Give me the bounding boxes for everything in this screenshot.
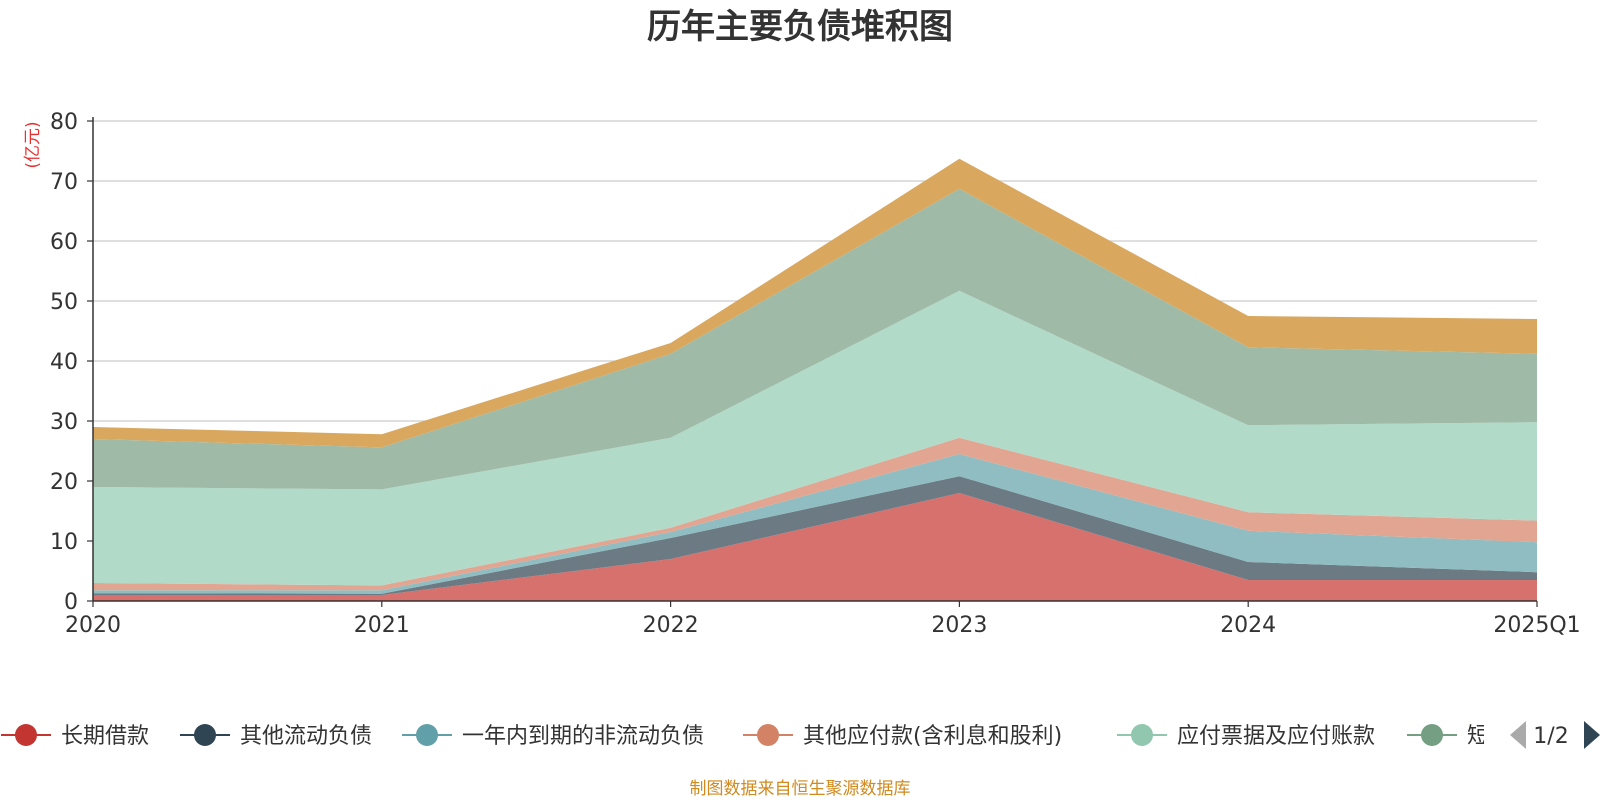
x-tick-label: 2021 [354, 613, 410, 638]
chart-title: 历年主要负债堆积图 [647, 7, 953, 47]
legend-item[interactable]: 短 [1407, 724, 1489, 749]
y-tick-label: 40 [50, 350, 78, 375]
y-tick-label: 10 [50, 530, 78, 555]
y-tick-label: 80 [50, 110, 78, 135]
y-tick-label: 70 [50, 170, 78, 195]
area-series-5 [93, 188, 1537, 490]
x-tick-label: 2022 [643, 613, 699, 638]
y-tick-label: 60 [50, 230, 78, 255]
y-axis-unit: (亿元) [23, 121, 43, 168]
legend-prev-icon[interactable] [1510, 721, 1526, 749]
legend-label: 应付票据及应付账款 [1177, 724, 1375, 749]
x-tick-label: 2025Q1 [1493, 613, 1580, 638]
legend-marker-icon [1131, 724, 1153, 746]
legend-marker-icon [15, 724, 37, 746]
legend-label: 其他应付款(含利息和股利) [803, 724, 1062, 749]
legend-item[interactable]: 应付票据及应付账款 [1117, 724, 1375, 749]
x-tick-label: 2023 [931, 613, 987, 638]
area-series-3 [93, 437, 1537, 591]
legend-label: 其他流动负债 [240, 724, 372, 749]
legend-next-icon[interactable] [1584, 721, 1600, 749]
legend-item[interactable]: 一年内到期的非流动负债 [402, 724, 704, 749]
legend-marker-icon [757, 724, 779, 746]
legend-label: 一年内到期的非流动负债 [462, 724, 704, 749]
legend-pager[interactable]: 1/2 [1510, 721, 1600, 749]
legend-items: 长期借款 其他流动负债 一年内到期的非流动负债 其他应付款(含利息和股利) 应付票据及应… [1, 724, 1489, 749]
legend-item[interactable]: 其他流动负债 [180, 724, 372, 749]
legend-marker-icon [416, 724, 438, 746]
y-tick-label: 0 [64, 590, 78, 615]
area-series-4 [93, 290, 1537, 586]
y-tick-label: 50 [50, 290, 78, 315]
legend-marker-icon [194, 724, 216, 746]
area-series-0 [93, 493, 1537, 601]
source-note: 制图数据来自恒生聚源数据库 [690, 779, 911, 799]
legend[interactable]: 长期借款 其他流动负债 一年内到期的非流动负债 其他应付款(含利息和股利) 应付票据及应… [1, 724, 1489, 749]
y-tick-label: 30 [50, 410, 78, 435]
legend-label: 长期借款 [61, 724, 149, 749]
x-tick-label: 2020 [65, 613, 121, 638]
x-tick-label: 2024 [1220, 613, 1276, 638]
legend-marker-icon [1421, 724, 1443, 746]
y-tick-label: 20 [50, 470, 78, 495]
stacked-areas [93, 158, 1537, 601]
legend-item[interactable]: 长期借款 [1, 724, 149, 749]
legend-item[interactable]: 其他应付款(含利息和股利) [743, 724, 1062, 749]
legend-page-indicator: 1/2 [1533, 724, 1568, 749]
legend-label: 短 [1467, 724, 1489, 749]
axes: 0 10 20 30 40 50 60 70 80 2020 2021 2022 2023 2024 202… [50, 110, 1581, 638]
